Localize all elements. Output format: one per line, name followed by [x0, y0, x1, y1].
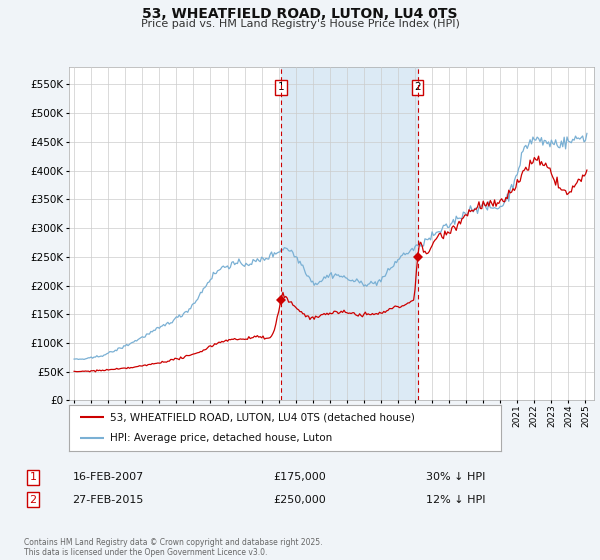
- Text: 53, WHEATFIELD ROAD, LUTON, LU4 0TS: 53, WHEATFIELD ROAD, LUTON, LU4 0TS: [142, 7, 458, 21]
- Text: 53, WHEATFIELD ROAD, LUTON, LU4 0TS (detached house): 53, WHEATFIELD ROAD, LUTON, LU4 0TS (det…: [110, 412, 415, 422]
- Bar: [281, 67, 418, 400]
- Text: 1: 1: [29, 472, 37, 482]
- Text: 12% ↓ HPI: 12% ↓ HPI: [426, 494, 486, 505]
- Text: £250,000: £250,000: [274, 494, 326, 505]
- Text: 2: 2: [29, 494, 37, 505]
- Text: HPI: Average price, detached house, Luton: HPI: Average price, detached house, Luto…: [110, 433, 332, 444]
- Text: 27-FEB-2015: 27-FEB-2015: [73, 494, 143, 505]
- Text: Price paid vs. HM Land Registry's House Price Index (HPI): Price paid vs. HM Land Registry's House …: [140, 19, 460, 29]
- Text: 1: 1: [277, 82, 284, 92]
- Text: Contains HM Land Registry data © Crown copyright and database right 2025.
This d: Contains HM Land Registry data © Crown c…: [24, 538, 323, 557]
- Text: 16-FEB-2007: 16-FEB-2007: [73, 472, 143, 482]
- Text: 2: 2: [414, 82, 421, 92]
- Text: £175,000: £175,000: [274, 472, 326, 482]
- Text: 30% ↓ HPI: 30% ↓ HPI: [427, 472, 485, 482]
